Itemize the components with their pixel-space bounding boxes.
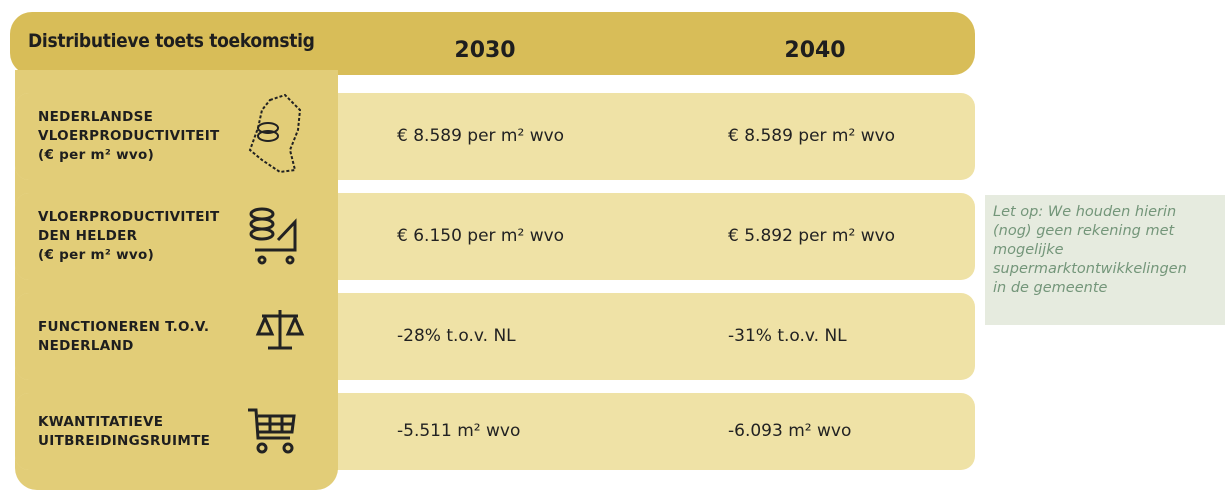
label-line: DEN HELDER bbox=[38, 228, 138, 244]
cell-value: € 8.589 per m² wvo bbox=[397, 125, 565, 146]
header-title: Distributieve toets toekomstig bbox=[28, 30, 315, 52]
coins-cart-icon bbox=[249, 207, 297, 265]
label-line: (€ per m² wvo) bbox=[38, 147, 155, 163]
header-bar bbox=[10, 12, 975, 75]
note-line: mogelijke bbox=[993, 242, 1064, 258]
row-label: FUNCTIONEREN T.O.V. NEDERLAND bbox=[38, 318, 209, 356]
cell-value: € 8.589 per m² wvo bbox=[728, 125, 896, 146]
note-box: Let op: We houden hierin (nog) geen reken… bbox=[985, 195, 1225, 325]
cart-icon bbox=[248, 408, 296, 454]
row-label: VLOERPRODUCTIVITEIT DEN HELDER (€ per m² w… bbox=[38, 208, 220, 265]
column-header: 2040 bbox=[784, 38, 846, 63]
cell-value: -28% t.o.v. NL bbox=[397, 325, 516, 346]
cell-value: € 6.150 per m² wvo bbox=[397, 225, 565, 246]
label-line: (€ per m² wvo) bbox=[38, 247, 155, 263]
label-line: NEDERLANDSE bbox=[38, 109, 154, 125]
label-line: VLOERPRODUCTIVITEIT bbox=[38, 128, 220, 144]
label-line: UITBREIDINGSRUIMTE bbox=[38, 432, 211, 449]
note-line: supermarktontwikkelingen bbox=[993, 261, 1187, 277]
note-line: Let op: We houden hierin bbox=[993, 204, 1177, 220]
label-line: NEDERLAND bbox=[38, 337, 134, 354]
label-line: FUNCTIONEREN T.O.V. bbox=[38, 318, 210, 335]
label-line: VLOERPRODUCTIVITEIT bbox=[38, 209, 220, 225]
row-label-cell bbox=[15, 93, 338, 180]
row-label-cell bbox=[15, 193, 338, 280]
cell-value: -5.511 m² wvo bbox=[397, 420, 521, 441]
row-label-cell bbox=[15, 293, 338, 380]
cell-value: -31% t.o.v. NL bbox=[728, 325, 847, 346]
row-label: NEDERLANDSE VLOERPRODUCTIVITEIT (€ per m² … bbox=[38, 108, 220, 165]
note-line: in de gemeente bbox=[993, 280, 1108, 296]
note-line: (nog) geen rekening met bbox=[993, 223, 1175, 239]
row-label: KWANTITATIEVE UITBREIDINGSRUIMTE bbox=[38, 413, 210, 451]
label-line: KWANTITATIEVE bbox=[38, 413, 164, 430]
column-header: 2030 bbox=[454, 38, 516, 63]
map-icon bbox=[248, 93, 302, 174]
scale-icon bbox=[255, 310, 305, 350]
cell-value: € 5.892 per m² wvo bbox=[728, 225, 896, 246]
cell-value: -6.093 m² wvo bbox=[728, 420, 852, 441]
